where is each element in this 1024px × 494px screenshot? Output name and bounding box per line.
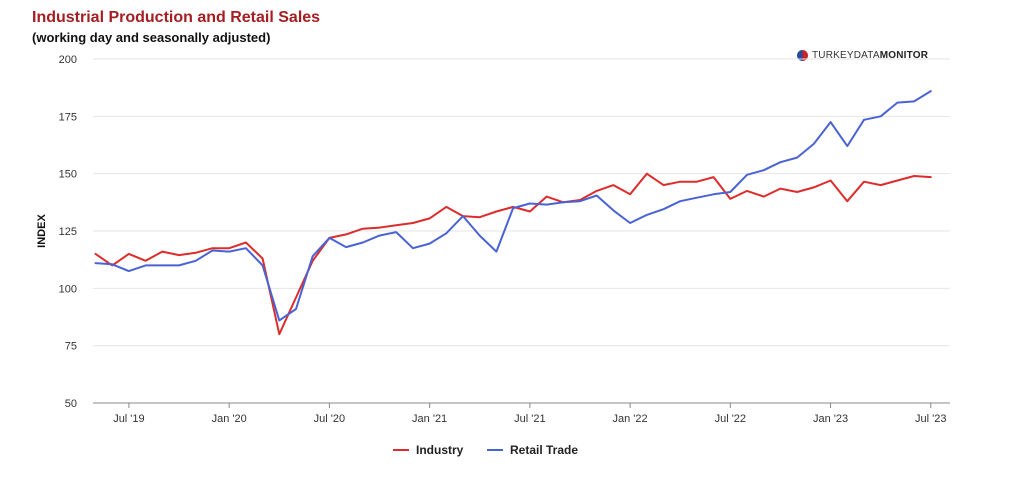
- legend-label: Retail Trade: [510, 443, 578, 457]
- globe-icon: [797, 50, 808, 61]
- y-tick-label: 50: [65, 398, 77, 410]
- x-tick-label: Jan '22: [613, 413, 648, 425]
- legend-item-industry[interactable]: Industry: [393, 443, 464, 457]
- y-axis-title: INDEX: [36, 214, 48, 248]
- series-line-retail-trade[interactable]: [94, 90, 932, 322]
- y-tick-label: 175: [59, 111, 77, 123]
- series-layer: [94, 90, 932, 336]
- legend[interactable]: Industry Retail Trade: [393, 443, 578, 457]
- y-tick-label: 125: [59, 226, 77, 238]
- x-tick-label: Jul '19: [113, 413, 144, 425]
- legend-label: Industry: [416, 443, 464, 457]
- grid-layer: [93, 58, 950, 404]
- y-tick-label: 75: [65, 341, 77, 353]
- series-line-industry[interactable]: [94, 172, 932, 336]
- chart-title: Industrial Production and Retail Sales: [32, 9, 321, 26]
- brand-logo-text: TURKEYDATAMONITOR: [812, 50, 928, 61]
- axis-layer: 50 75 100 125 150 175 200 Jul '19 Jan '20 Jul '20…: [36, 54, 947, 425]
- x-tick-label: Jul '23: [915, 413, 946, 425]
- y-tick-label: 150: [59, 169, 77, 181]
- brand-logo-prefix: TURKEYDATA: [812, 50, 880, 61]
- y-tick-label: 200: [59, 54, 77, 66]
- chart-subtitle: (working day and seasonally adjusted): [32, 30, 271, 45]
- x-tick-label: Jan '20: [212, 413, 247, 425]
- x-tick-label: Jul '20: [314, 413, 345, 425]
- x-tick-label: Jan '23: [813, 413, 848, 425]
- y-tick-label: 100: [59, 283, 77, 295]
- legend-item-retail-trade[interactable]: Retail Trade: [487, 443, 578, 457]
- brand-logo-suffix: MONITOR: [879, 50, 929, 61]
- x-tick-label: Jul '22: [715, 413, 746, 425]
- x-tick-label: Jan '21: [412, 413, 447, 425]
- brand-logo: TURKEYDATAMONITOR: [797, 50, 928, 61]
- x-tick-label: Jul '21: [514, 413, 545, 425]
